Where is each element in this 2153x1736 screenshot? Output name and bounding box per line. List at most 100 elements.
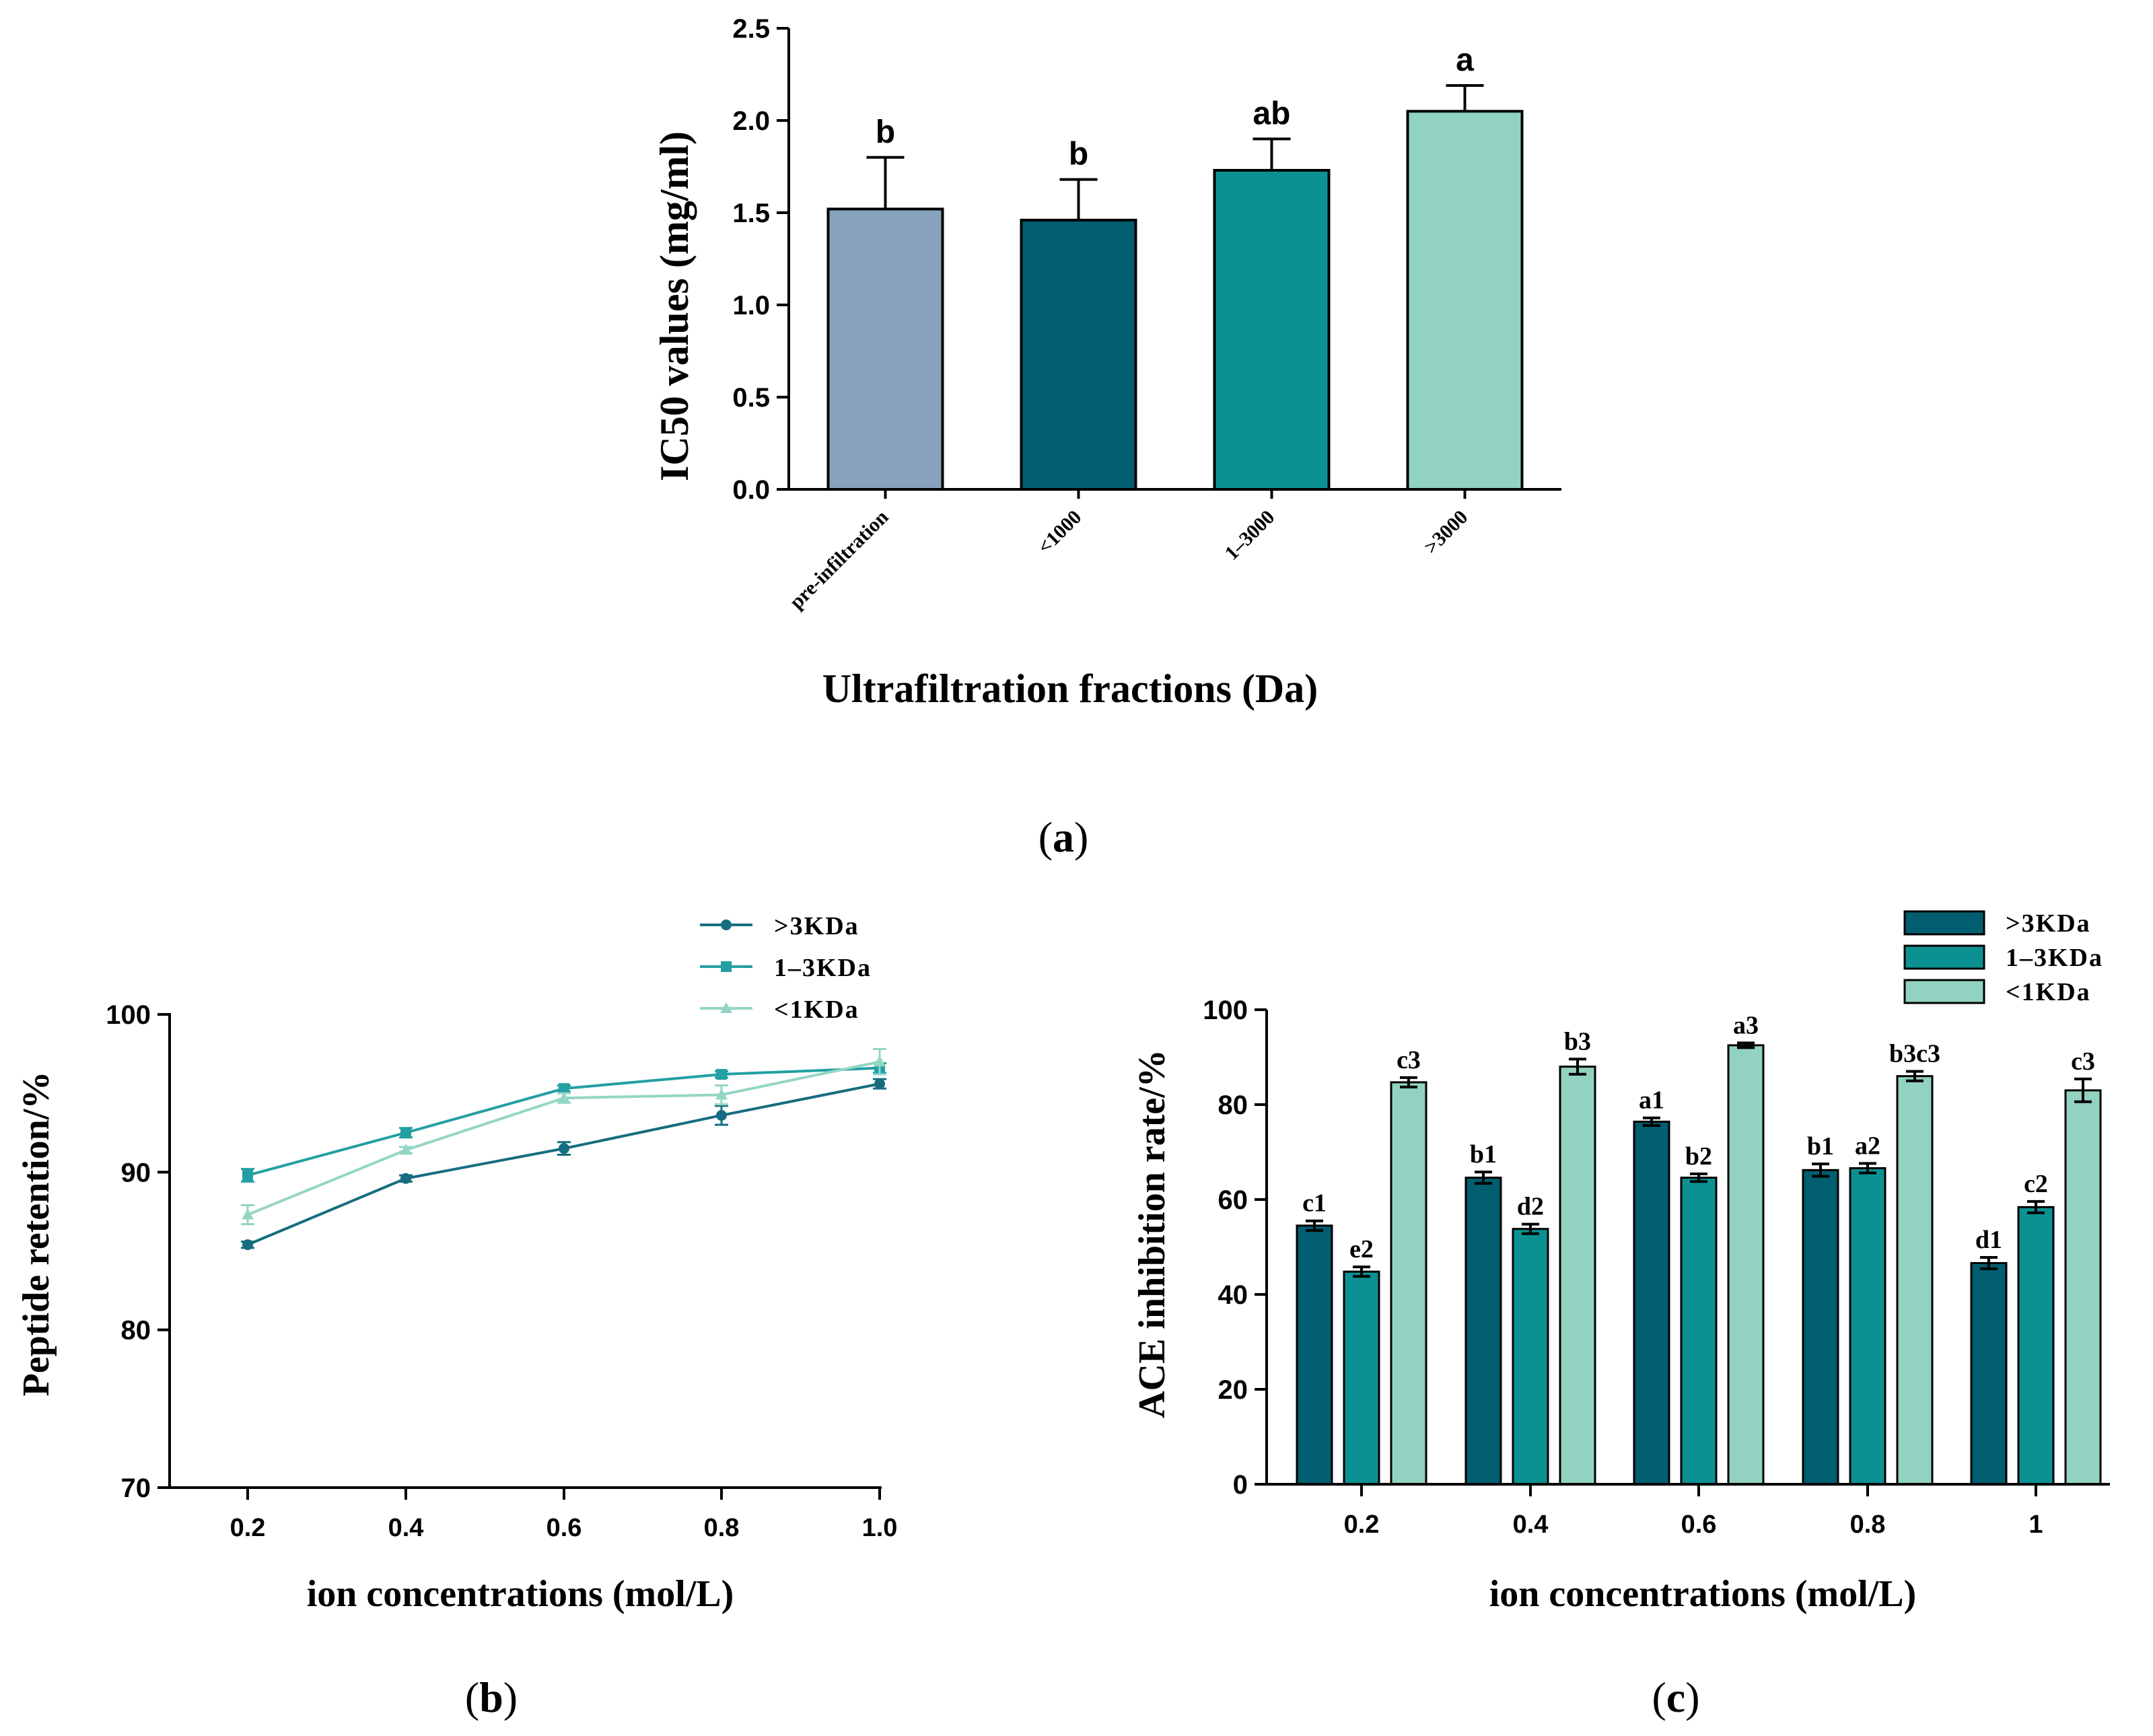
sig-label-a-3: a [1456,42,1474,78]
sig-label-c-2-2: a3 [1733,1011,1759,1039]
bar-c-2-2 [1727,1044,1765,1486]
x-tick-label-a-1: <1000 [1034,506,1086,559]
y-tick-label-b-1: 80 [121,1316,151,1346]
sig-label-c-1-0: b1 [1470,1140,1497,1169]
sig-label-c-0-1: e2 [1349,1235,1374,1263]
data-point-b-0-3 [716,1109,727,1121]
x-tick-label-a-3: >3000 [1420,506,1473,559]
bar-c-3-1 [1849,1167,1886,1486]
x-tick-label-c-1: 0.4 [1513,1511,1549,1539]
bar-a-2 [1213,168,1331,491]
data-point-b-2-1 [400,1144,412,1155]
legend-label-c-1: 1–3KDa [2006,944,2103,972]
panel-c-xlabel: ion concentrations (mol/L) [1489,1573,1917,1615]
y-tick-label-c-1: 20 [1218,1375,1248,1405]
panel-a-ylabel: IC50 values (mg/ml) [652,131,697,481]
bar-c-0-2 [1390,1081,1427,1486]
chart-panel-b: 70 80 90 100 0.2 0.4 0.6 0.8 1.0 >3KDa 1–3KDa <1KD… [15,912,897,1721]
bar-c-2-1 [1680,1177,1718,1486]
data-point-b-2-2 [558,1092,570,1103]
legend-label-c-0: >3KDa [2006,909,2091,938]
bar-c-4-0 [1970,1261,2008,1486]
series-line-b-0 [247,1082,880,1246]
y-tick-label-a-0: 0.0 [732,475,770,505]
data-point-b-0-4 [874,1078,885,1090]
bar-c-3-0 [1802,1169,1839,1486]
x-tick-label-b-2: 0.6 [546,1514,582,1542]
x-tick-label-a-2: 1–3000 [1220,506,1279,565]
x-tick-label-c-3: 0.8 [1850,1511,1886,1539]
bar-a-0 [826,207,944,491]
x-tick-label-b-3: 0.8 [704,1514,740,1542]
bar-c-1-0 [1464,1177,1502,1486]
legend-label-c-2: <1KDa [2006,978,2091,1006]
y-tick-label-c-2: 40 [1218,1280,1248,1310]
panel-b-ylabel: Peptide retention/% [15,1072,57,1397]
data-point-b-1-2 [559,1083,569,1095]
data-point-b-0-0 [242,1239,253,1251]
sig-label-c-4-1: c2 [2024,1170,2048,1198]
panel-c-ylabel: ACE inhibition rate/% [1131,1049,1173,1418]
sig-label-c-3-0: b1 [1807,1132,1834,1160]
data-point-b-0-1 [400,1173,411,1184]
sig-label-a-0: b [876,114,895,150]
data-point-b-1-0 [242,1170,253,1181]
y-tick-label-b-2: 90 [121,1158,151,1187]
x-tick-label-b-4: 1.0 [862,1514,898,1542]
bar-a-1 [1020,218,1137,491]
data-point-b-2-4 [874,1055,886,1067]
bar-c-3-2 [1896,1075,1934,1486]
sig-label-c-3-1: a2 [1855,1132,1880,1160]
bar-c-0-0 [1296,1224,1333,1486]
chart-panel-a: b b ab a pre-infiltration <1000 1–3000 >3000 0.… [652,14,1561,861]
bar-c-4-1 [2017,1206,2055,1486]
panel-a-xlabel: Ultrafiltration fractions (Da) [822,666,1318,711]
data-point-b-2-3 [715,1088,728,1100]
panel-b-label: (b) [465,1673,518,1721]
legend-label-b-1: 1–3KDa [774,954,872,982]
bar-c-0-1 [1343,1270,1380,1486]
bar-c-4-2 [2064,1089,2102,1486]
panel-b-xlabel: ion concentrations (mol/L) [307,1573,734,1615]
sig-label-c-3-2: b3c3 [1889,1040,1940,1068]
x-tick-label-b-1: 0.4 [388,1514,424,1542]
sig-label-a-1: b [1069,137,1088,172]
sig-label-c-0-2: c3 [1397,1046,1421,1074]
legend-swatch-c-1 [1903,944,1985,970]
sig-label-a-2: ab [1252,96,1290,131]
panel-a-label: (a) [1038,813,1089,861]
sig-label-c-2-1: b2 [1685,1142,1712,1171]
sig-label-c-4-2: c3 [2071,1047,2095,1076]
y-tick-label-a-1: 0.5 [732,383,770,413]
panel-c-label: (c) [1652,1673,1699,1721]
bar-c-2-0 [1633,1120,1670,1486]
y-tick-label-a-3: 1.5 [732,199,770,228]
chart-panel-c: c1 e2 c3 b1 d2 b3 a1 b2 a3 b1 a2 b3c3 d1 c2 c3 0.2 0.4 0… [1131,909,2110,1721]
x-tick-label-c-0: 0.2 [1344,1511,1380,1539]
x-tick-label-a-0: pre-infiltration [785,506,893,613]
y-tick-label-c-4: 80 [1218,1090,1248,1120]
data-point-b-1-1 [400,1127,411,1138]
data-point-b-1-3 [716,1069,727,1080]
bar-c-1-1 [1512,1228,1549,1486]
x-tick-label-c-4: 1 [2028,1511,2043,1539]
x-tick-label-c-2: 0.6 [1681,1511,1717,1539]
y-tick-label-c-5: 100 [1203,996,1248,1025]
y-tick-label-c-3: 60 [1218,1185,1248,1215]
data-point-b-2-0 [242,1208,254,1220]
y-tick-label-a-4: 2.0 [732,106,770,136]
sig-label-c-1-1: d2 [1517,1193,1544,1221]
legend-marker-b-0 [721,919,732,930]
y-tick-label-b-3: 100 [106,1000,151,1030]
y-tick-label-b-0: 70 [121,1473,151,1503]
legend-swatch-c-0 [1903,910,1985,936]
legend-marker-b-1 [721,961,732,972]
legend-swatch-c-2 [1903,979,1985,1004]
sig-label-c-4-0: d1 [1975,1226,2002,1254]
sig-label-c-1-2: b3 [1564,1027,1591,1055]
data-point-b-0-2 [559,1143,569,1154]
y-tick-label-c-0: 0 [1233,1470,1248,1500]
legend-label-b-2: <1KDa [774,996,859,1024]
bar-c-1-2 [1559,1066,1596,1486]
